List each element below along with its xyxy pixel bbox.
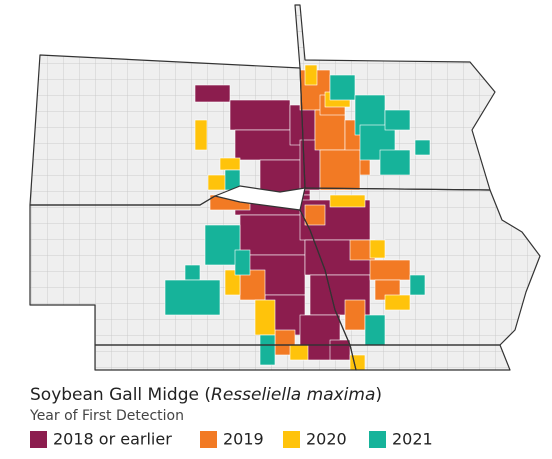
legend-swatch bbox=[30, 431, 47, 448]
county-fill bbox=[184, 264, 201, 281]
county-fill bbox=[164, 279, 221, 316]
county-fill bbox=[259, 334, 276, 366]
county-fill bbox=[369, 259, 411, 281]
county-fill bbox=[384, 294, 411, 311]
county-fill bbox=[289, 344, 309, 361]
county-fill bbox=[304, 204, 326, 226]
map-subtitle: Year of First Detection bbox=[29, 408, 184, 424]
county-base bbox=[30, 5, 540, 370]
county-fill bbox=[234, 249, 251, 276]
legend: 2018 or earlier 2019 2020 2021 bbox=[30, 430, 433, 449]
county-fill bbox=[304, 64, 318, 86]
county-fill bbox=[314, 109, 346, 151]
legend-label: 2019 bbox=[223, 430, 264, 449]
map-title: Soybean Gall Midge (Resseliella maxima) bbox=[30, 385, 382, 405]
county-fill bbox=[239, 214, 306, 256]
title-end: ) bbox=[375, 385, 382, 405]
legend-swatch bbox=[283, 431, 300, 448]
legend-swatch bbox=[369, 431, 386, 448]
county-fill bbox=[329, 74, 356, 101]
title-text: Soybean Gall Midge ( bbox=[30, 385, 211, 405]
county-fill bbox=[384, 109, 411, 131]
county-fill bbox=[359, 124, 396, 161]
county-fill bbox=[329, 339, 351, 361]
county-fill bbox=[379, 149, 411, 176]
county-fill bbox=[369, 239, 386, 259]
legend-label: 2020 bbox=[306, 430, 347, 449]
county-fill bbox=[364, 314, 386, 346]
county-fill bbox=[229, 99, 291, 131]
county-fill bbox=[349, 354, 366, 370]
county-fills bbox=[164, 64, 431, 370]
county-fill bbox=[219, 157, 241, 171]
county-fill bbox=[224, 269, 241, 296]
county-fill bbox=[344, 299, 366, 331]
title-italic: Resseliella maxima bbox=[211, 385, 375, 405]
county-fill bbox=[329, 194, 366, 208]
legend-label: 2018 or earlier bbox=[53, 430, 172, 449]
county-fill bbox=[414, 139, 431, 156]
county-fill bbox=[254, 299, 276, 336]
county-fill bbox=[194, 119, 208, 151]
legend-swatch bbox=[200, 431, 217, 448]
county-fill bbox=[409, 274, 426, 296]
county-fill bbox=[194, 84, 231, 103]
county-fill bbox=[319, 149, 361, 191]
legend-label: 2021 bbox=[392, 430, 433, 449]
county-fill bbox=[204, 224, 241, 266]
